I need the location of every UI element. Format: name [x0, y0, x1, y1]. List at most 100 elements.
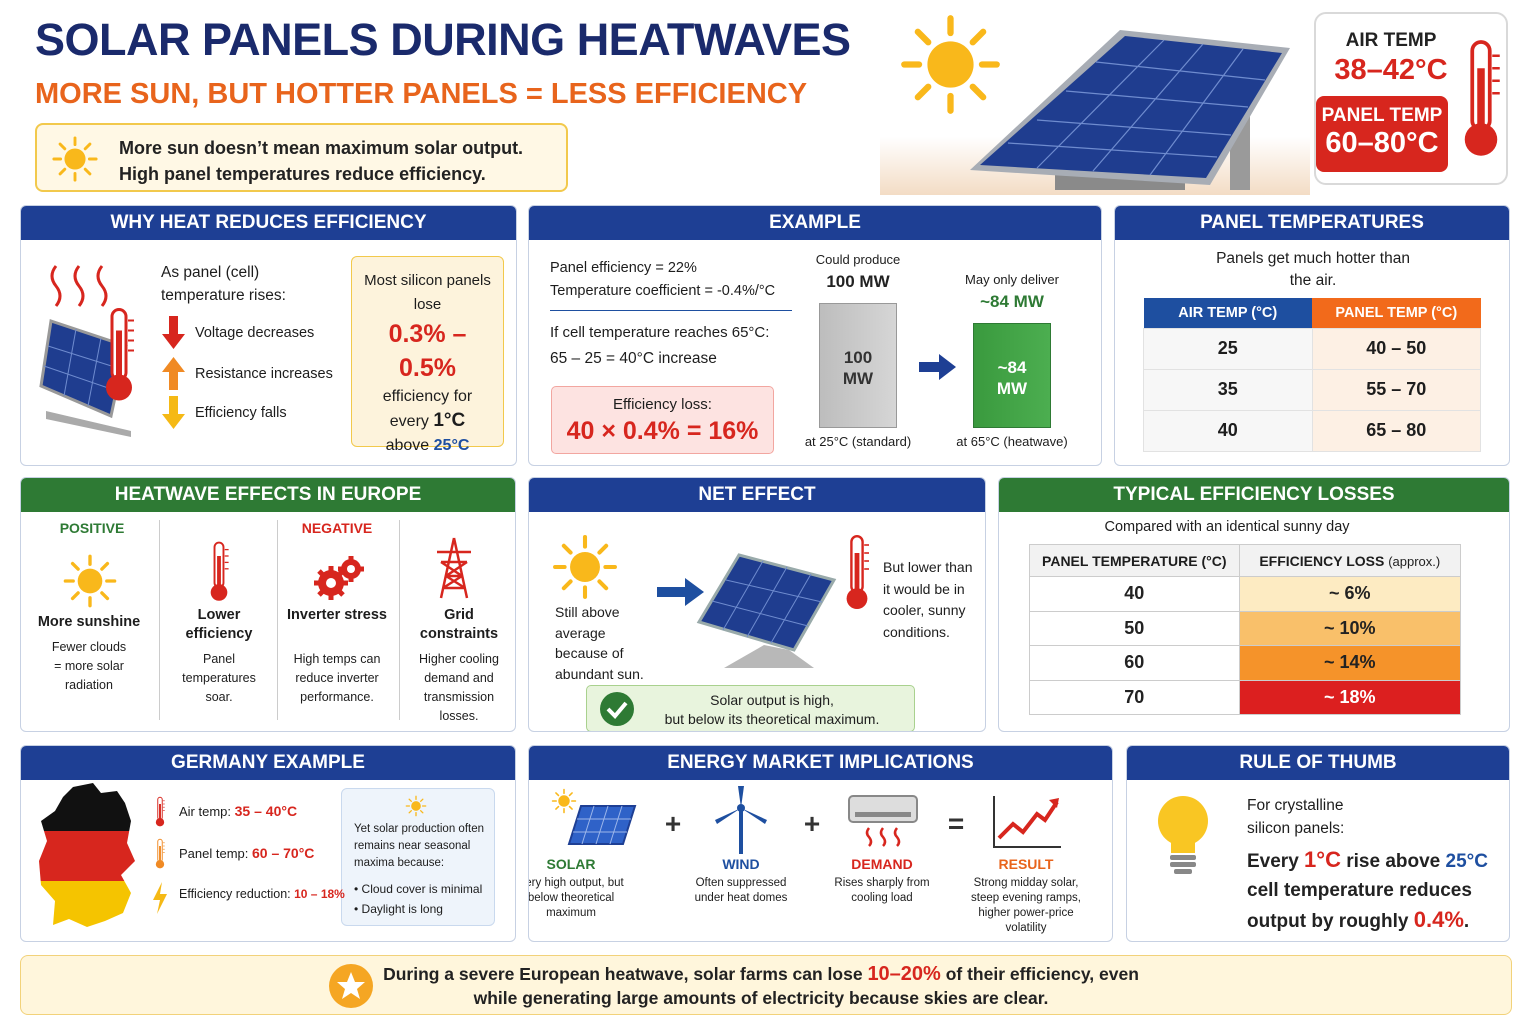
panel-label: PANEL TEMP: [1321, 105, 1443, 126]
footer-text: During a severe European heatwave, solar…: [381, 962, 1141, 1010]
fact-value: 60 – 70°C: [252, 845, 315, 861]
table-row: 40 65 – 80: [1143, 409, 1481, 452]
net-panel: NET EFFECT Still above average because o…: [528, 477, 986, 732]
column-note: (approx.): [1388, 553, 1441, 569]
table-cell: ~ 6%: [1238, 576, 1462, 612]
table-cell: 35: [1143, 368, 1313, 411]
loss-table: PANEL TEMPERATURE (°C) EFFICIENCY LOSS (a…: [1029, 544, 1462, 715]
fact-text: efficiency for: [382, 388, 473, 405]
thermo-icon: [201, 540, 237, 604]
sun-icon: [551, 788, 577, 814]
panel-value: 60–80°C: [1325, 127, 1439, 159]
rule-text: Every 1°C rise above 25°C cell temperatu…: [1247, 845, 1497, 936]
effect-desc: High temps can reduce inverter performan…: [293, 652, 381, 704]
column-title: PANEL TEMPERATURE (°C): [1042, 552, 1227, 569]
rule-panel: RULE OF THUMB For crystalline silicon pa…: [1126, 745, 1510, 942]
ac-icon: [848, 795, 918, 847]
losses-panel: TYPICAL EFFICIENCY LOSSES Compared with …: [998, 477, 1510, 732]
example-panel: EXAMPLE Panel efficiency = 22% Temperatu…: [528, 205, 1102, 466]
net-left: Still above average because of abundant …: [555, 604, 644, 682]
example-lines: Panel efficiency = 22% Temperature coeff…: [550, 257, 775, 303]
down-arrow: [162, 316, 185, 349]
reason: Daylight is long: [361, 902, 443, 916]
effect-desc: Fewer clouds = more solar radiation: [51, 640, 127, 692]
temps-table: AIR TEMP (°C) PANEL TEMP (°C) 25 40 – 50 35 5…: [1143, 298, 1481, 452]
table-cell: 70: [1029, 679, 1240, 715]
star-icon: [328, 963, 374, 1009]
subtitle: MORE SUN, BUT HOTTER PANELS = LESS EFFIC…: [35, 78, 808, 110]
fact-text: every: [389, 413, 429, 430]
bulb-icon: [1158, 796, 1208, 874]
item-name: DEMAND: [851, 856, 913, 872]
table-cell: 40: [1029, 576, 1240, 612]
item-desc: Often suppressed under heat domes: [694, 877, 788, 904]
output-chart: 100 MW Could produce 100 MW at 25°C (standa…: [805, 242, 1099, 465]
panel-title: HEATWAVE EFFECTS IN EUROPE: [21, 478, 515, 512]
table-cell: ~ 10%: [1238, 610, 1462, 646]
example-line: Panel efficiency = 22%: [550, 260, 697, 276]
result-line: Solar output is high,: [710, 692, 834, 708]
effect-name: Lower efficiency: [185, 607, 253, 642]
table-cell: 40: [1143, 409, 1313, 452]
table-row: 70 ~ 18%: [1029, 679, 1462, 715]
column-header: PANEL TEMPERATURE (°C): [1029, 544, 1240, 577]
market-panel: ENERGY MARKET IMPLICATIONS SOLAR Very hig…: [528, 745, 1113, 942]
highlight: 1°C: [1304, 847, 1341, 872]
table-header: PANEL TEMPERATURE (°C) EFFICIENCY LOSS (a…: [1029, 544, 1462, 577]
fact-box: Most silicon panels lose 0.3% – 0.5% eff…: [351, 256, 504, 454]
result-text: Solar output is high, but below its theo…: [637, 691, 907, 728]
table-row: 50 ~ 10%: [1029, 610, 1462, 646]
callout-text: More sun doesn’t mean maximum solar outp…: [119, 135, 523, 187]
losses-subtitle: Compared with an identical sunny day: [1104, 519, 1350, 535]
check-icon: [599, 691, 635, 727]
column-header: PANEL TEMP (°C): [1312, 298, 1481, 328]
panel-temp-box: PANEL TEMP 60–80°C: [1316, 96, 1448, 172]
fact: Panel temp: 60 – 70°C: [179, 845, 314, 861]
table-cell: ~ 18%: [1238, 679, 1462, 715]
sun-icon: [551, 533, 619, 601]
panel-icon: [696, 553, 837, 668]
net-right: But lower than it would be in cooler, su…: [883, 559, 973, 640]
item-desc: Very high output, but below theoretical …: [528, 877, 624, 919]
loss-value: 40 × 0.4% = 16%: [566, 417, 759, 445]
effect-name: Grid constraints: [419, 607, 499, 642]
table-cell: 55 – 70: [1311, 368, 1481, 411]
germany-map: [39, 783, 135, 927]
negative-label: NEGATIVE: [301, 520, 373, 536]
air-value: 38–42°C: [1334, 54, 1448, 86]
air-label: AIR TEMP: [1345, 30, 1437, 51]
effect-name: Inverter stress: [287, 607, 387, 623]
fact: Efficiency reduction: 10 – 18%: [179, 887, 345, 901]
operator: +: [803, 808, 821, 839]
fact-ref: 25°C: [433, 437, 470, 454]
table-cell: 40 – 50: [1311, 327, 1481, 370]
operator: +: [664, 808, 682, 839]
hero-sun: [898, 12, 1003, 117]
down-arrow: [162, 396, 185, 429]
bar-footer: at 25°C (standard): [804, 434, 912, 449]
result-chart-icon: [993, 796, 1061, 848]
item-desc: Rises sharply from cooling load: [834, 877, 930, 904]
loss-label: Efficiency loss:: [613, 396, 712, 413]
rule-part: .: [1463, 911, 1470, 932]
sun-icon: [405, 795, 427, 817]
result-box: Solar output is high, but below its theo…: [586, 685, 915, 731]
fact-label: Air temp:: [179, 804, 232, 819]
panel-temps-panel: PANEL TEMPERATURES Panels get much hotte…: [1114, 205, 1510, 466]
divider: [399, 520, 400, 720]
effect: Resistance increases: [195, 366, 333, 382]
panel-title: NET EFFECT: [529, 478, 985, 512]
fact-range: 0.3% – 0.5%: [388, 320, 467, 382]
table-row: 60 ~ 14%: [1029, 645, 1462, 681]
germany-panel: GERMANY EXAMPLE Yet solar production oft…: [20, 745, 516, 942]
thermometer: [99, 298, 139, 413]
fact: Air temp: 35 – 40°C: [179, 803, 297, 819]
thermo-icon: [841, 533, 873, 613]
highlight: 0.4%: [1413, 907, 1464, 932]
note-box: Yet solar production often remains near …: [341, 788, 495, 926]
bolt-icon: [153, 882, 167, 914]
panel-title: ENERGY MARKET IMPLICATIONS: [529, 746, 1112, 780]
effect-name: More sunshine: [37, 614, 141, 630]
sun-icon: [62, 553, 118, 609]
